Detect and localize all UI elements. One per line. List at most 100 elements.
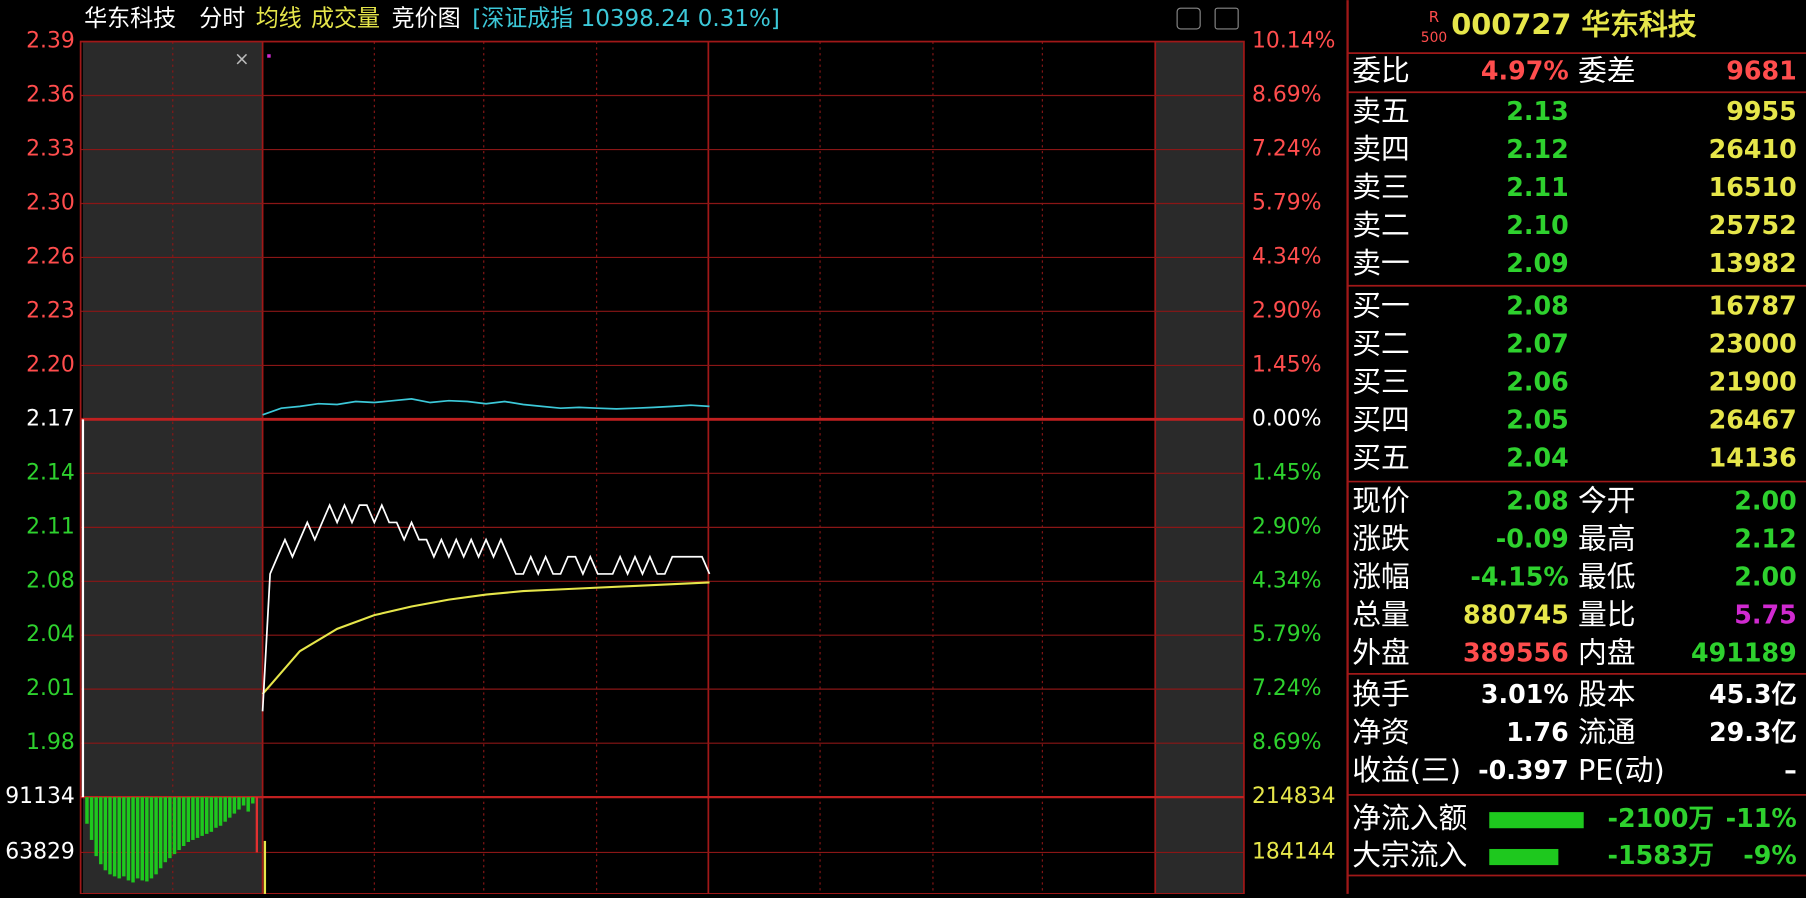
quote-label: 委比 bbox=[1352, 54, 1410, 88]
quote-label: 买五 bbox=[1352, 441, 1410, 475]
quote-value: 491189 bbox=[1691, 637, 1797, 667]
volume-bar bbox=[195, 797, 200, 838]
flow-value: -1583万 bbox=[1608, 840, 1714, 870]
tab[interactable]: 成交量 bbox=[311, 6, 380, 32]
quote-label: 量比 bbox=[1578, 597, 1636, 631]
quote-value: 2.00 bbox=[1734, 485, 1797, 515]
quote-label: 总量 bbox=[1352, 597, 1410, 631]
quote-label: 净资 bbox=[1352, 715, 1410, 749]
y-tick-label: 2.36 bbox=[26, 82, 75, 107]
volume-tick-label: 91134 bbox=[5, 784, 75, 809]
quote-value: 4.97% bbox=[1481, 56, 1569, 86]
quote-value: 9681 bbox=[1726, 56, 1797, 86]
y-tick-label: 2.23 bbox=[26, 298, 75, 323]
quote-value: 45.3亿 bbox=[1709, 679, 1797, 709]
volume-bar bbox=[122, 797, 126, 877]
volume-bar bbox=[214, 797, 218, 828]
quote-value: -4.15% bbox=[1470, 561, 1568, 591]
quote-label: 卖二 bbox=[1352, 208, 1410, 242]
volume-bar bbox=[89, 797, 94, 840]
quote-value: 2.12 bbox=[1506, 134, 1569, 164]
volume-bar bbox=[158, 797, 163, 869]
plot: 2.39 10.14% 2.36 8.69% 2.33 7.24% 2.30 5.79% 2.2… bbox=[5, 29, 1336, 883]
index-info: [深证成指 10398.24 0.31%] bbox=[472, 6, 780, 32]
quote-value: 2.06 bbox=[1506, 367, 1569, 397]
quote-value: 1.76 bbox=[1506, 717, 1569, 747]
pct-tick-label: 5.79% bbox=[1252, 622, 1322, 647]
y-tick-label: 2.01 bbox=[26, 676, 75, 701]
y-tick-label: 2.04 bbox=[26, 622, 75, 647]
volume-bar bbox=[191, 797, 195, 840]
quote-label: 卖四 bbox=[1352, 132, 1410, 166]
volume-bar bbox=[237, 797, 241, 810]
volume-bar bbox=[205, 797, 209, 834]
flow-bar bbox=[1489, 848, 1559, 866]
volume-bar bbox=[99, 797, 103, 865]
quote-value: 2.10 bbox=[1506, 210, 1569, 240]
quote-value: 5.75 bbox=[1734, 599, 1797, 629]
volume-bar bbox=[94, 797, 98, 857]
tab[interactable]: 竞价图 bbox=[392, 6, 461, 32]
volume-bar bbox=[154, 797, 158, 875]
volume-bar bbox=[131, 797, 135, 883]
quote-value: -0.09 bbox=[1496, 523, 1569, 553]
y-tick-label: 2.26 bbox=[26, 244, 75, 269]
volume-bar bbox=[108, 797, 112, 875]
tab[interactable]: 分时 bbox=[199, 6, 245, 32]
quote-value: 2.09 bbox=[1506, 248, 1569, 278]
up-icon[interactable] bbox=[1176, 7, 1201, 30]
quote-value: 2.12 bbox=[1734, 523, 1797, 553]
pct-tick-label: 8.69% bbox=[1252, 730, 1322, 755]
quote-label: PE(动) bbox=[1578, 753, 1665, 787]
tab[interactable]: 均线 bbox=[256, 6, 302, 32]
panel-icon[interactable] bbox=[1214, 7, 1239, 30]
quote-label: 卖一 bbox=[1352, 246, 1410, 280]
quote-value: 2.13 bbox=[1506, 96, 1569, 126]
avg-line bbox=[261, 581, 710, 695]
volume-bar bbox=[186, 797, 191, 842]
quote-label: 买四 bbox=[1352, 403, 1410, 437]
y-tick-label: 2.08 bbox=[26, 568, 75, 593]
y-tick-label: 2.14 bbox=[26, 460, 75, 485]
volume-bar bbox=[168, 797, 172, 859]
volume-bar bbox=[172, 797, 177, 855]
quote-value: 29.3亿 bbox=[1709, 717, 1797, 747]
quote-label: 涨跌 bbox=[1352, 521, 1410, 555]
flow-pct: -9% bbox=[1743, 840, 1797, 870]
quote-value: -0.397 bbox=[1478, 755, 1569, 785]
flow-pct: -11% bbox=[1726, 803, 1797, 833]
flow-bar bbox=[1489, 812, 1584, 829]
volume-bar bbox=[163, 797, 168, 863]
pct-tick-label: 5.79% bbox=[1252, 191, 1322, 216]
pct-tick-label: 4.34% bbox=[1252, 568, 1322, 593]
quote-volume: 26410 bbox=[1709, 134, 1797, 164]
volume-right-tick-label: 214834 bbox=[1252, 784, 1336, 809]
pct-tick-label: 7.24% bbox=[1252, 137, 1322, 162]
quote-label: 收益(三) bbox=[1352, 753, 1461, 787]
quote-volume: 13982 bbox=[1709, 248, 1797, 278]
volume-bar bbox=[251, 797, 255, 804]
pct-tick-label: 1.45% bbox=[1252, 352, 1322, 377]
quote-label: 买二 bbox=[1352, 327, 1410, 361]
quote-label: 换手 bbox=[1352, 677, 1410, 711]
close-shade bbox=[1155, 41, 1244, 894]
quote-label: 外盘 bbox=[1352, 635, 1410, 669]
quote-value: 2.05 bbox=[1506, 405, 1569, 435]
flow-value: -2100万 bbox=[1608, 803, 1714, 833]
volume-bar bbox=[223, 797, 227, 822]
close-icon[interactable]: × bbox=[234, 49, 249, 70]
volume-bar bbox=[228, 797, 232, 818]
badge-top: R bbox=[1429, 8, 1439, 26]
y-tick-label: 2.20 bbox=[26, 352, 75, 377]
quote-value: 2.08 bbox=[1506, 485, 1569, 515]
quote-title: 000727 华东科技 bbox=[1451, 8, 1697, 42]
quote-panel: 委比 4.97% 委差 9681 卖五 2.13 9955 卖四 2.12 26410 卖三 2.11… bbox=[1347, 52, 1806, 877]
y-tick-label: 1.98 bbox=[26, 730, 75, 755]
volume-bar bbox=[126, 797, 131, 881]
quote-volume: 21900 bbox=[1709, 367, 1797, 397]
volume-bar bbox=[232, 797, 237, 814]
quote-volume: 25752 bbox=[1709, 210, 1797, 240]
flow-label: 净流入额 bbox=[1352, 801, 1467, 835]
quote-label: 流通 bbox=[1578, 715, 1636, 749]
